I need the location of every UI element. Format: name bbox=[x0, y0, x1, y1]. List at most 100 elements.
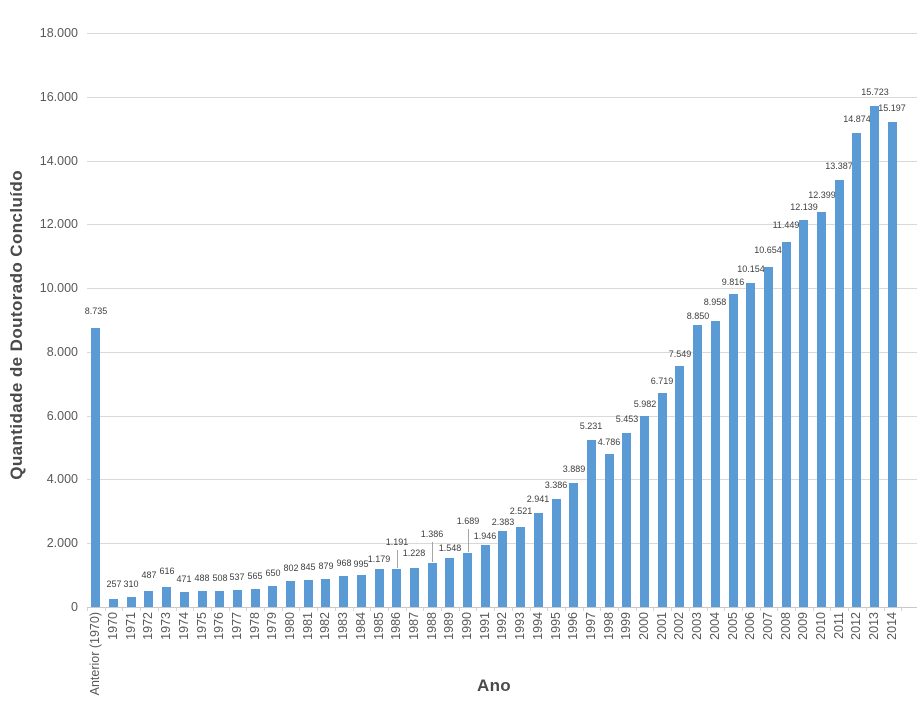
axis-tick bbox=[547, 608, 548, 611]
axis-tick bbox=[707, 608, 708, 611]
x-tick-label: 1983 bbox=[336, 612, 350, 640]
axis-tick bbox=[476, 608, 477, 611]
bar bbox=[799, 220, 808, 607]
x-tick-label: 2013 bbox=[867, 612, 881, 640]
bar bbox=[357, 575, 366, 607]
bar-value-label: 10.654 bbox=[754, 245, 782, 255]
bar-value-label: 508 bbox=[212, 573, 228, 583]
bar-value-label: 257 bbox=[106, 579, 122, 589]
y-tick-label: 14.000 bbox=[39, 154, 78, 168]
bar bbox=[675, 366, 684, 607]
bar-value-label: 565 bbox=[247, 571, 263, 581]
bar-value-label: 488 bbox=[194, 573, 210, 583]
bar-value-label: 1.548 bbox=[438, 543, 462, 553]
bar bbox=[445, 558, 454, 607]
label-leader-line bbox=[397, 550, 398, 568]
bar bbox=[180, 592, 189, 607]
axis-tick bbox=[264, 608, 265, 611]
bar bbox=[215, 591, 224, 607]
x-tick-label: 2010 bbox=[814, 612, 828, 640]
gridline bbox=[87, 97, 917, 98]
x-tick-label: 1971 bbox=[124, 612, 138, 640]
x-tick-label: 2005 bbox=[726, 612, 740, 640]
bar-value-label: 8.735 bbox=[84, 306, 108, 316]
bar-value-label: 15.197 bbox=[878, 103, 906, 113]
y-tick-label: 6.000 bbox=[46, 409, 78, 423]
axis-tick bbox=[583, 608, 584, 611]
gridline bbox=[87, 224, 917, 225]
axis-tick bbox=[423, 608, 424, 611]
bar-value-label: 616 bbox=[159, 566, 175, 576]
bar bbox=[569, 483, 578, 607]
bar-value-label: 2.521 bbox=[509, 506, 533, 516]
y-tick-label: 16.000 bbox=[39, 90, 78, 104]
x-tick-label: 2012 bbox=[849, 612, 863, 640]
bar bbox=[233, 590, 242, 607]
x-tick-label: 1989 bbox=[442, 612, 456, 640]
bar-value-label: 8.850 bbox=[686, 311, 710, 321]
axis-tick bbox=[512, 608, 513, 611]
axis-tick bbox=[317, 608, 318, 611]
bar bbox=[392, 569, 401, 607]
y-tick-label: 4.000 bbox=[46, 472, 78, 486]
axis-tick bbox=[884, 608, 885, 611]
axis-tick bbox=[565, 608, 566, 611]
bar bbox=[144, 591, 153, 607]
x-tick-label: 1972 bbox=[141, 612, 155, 640]
bar-value-label: 537 bbox=[229, 572, 245, 582]
bar bbox=[622, 433, 631, 607]
x-tick-label: 1978 bbox=[248, 612, 262, 640]
bar-value-label: 487 bbox=[141, 570, 157, 580]
axis-tick bbox=[530, 608, 531, 611]
bar bbox=[268, 586, 277, 607]
x-axis-line bbox=[87, 607, 917, 608]
bar bbox=[782, 242, 791, 607]
bar-value-label: 10.154 bbox=[737, 264, 765, 274]
bar bbox=[711, 321, 720, 607]
bar-value-label: 802 bbox=[283, 563, 299, 573]
bar bbox=[498, 531, 507, 607]
bar bbox=[481, 545, 490, 607]
x-tick-label: 1977 bbox=[230, 612, 244, 640]
axis-tick bbox=[848, 608, 849, 611]
x-tick-label: 2002 bbox=[672, 612, 686, 640]
x-tick-label: 1990 bbox=[460, 612, 474, 640]
gridline bbox=[87, 33, 917, 34]
x-tick-label: 1997 bbox=[584, 612, 598, 640]
bar-value-label: 968 bbox=[336, 558, 352, 568]
axis-tick bbox=[901, 608, 902, 611]
x-tick-label: 2007 bbox=[761, 612, 775, 640]
bar-value-label: 995 bbox=[353, 559, 369, 569]
axis-tick bbox=[122, 608, 123, 611]
axis-tick bbox=[866, 608, 867, 611]
gridline bbox=[87, 479, 917, 480]
bar-value-label: 3.889 bbox=[562, 464, 586, 474]
axis-tick bbox=[246, 608, 247, 611]
bar-value-label: 5.231 bbox=[579, 421, 603, 431]
bar bbox=[729, 294, 738, 607]
x-tick-label: 1994 bbox=[531, 612, 545, 640]
bar bbox=[516, 527, 525, 607]
axis-tick bbox=[353, 608, 354, 611]
x-tick-label: 1982 bbox=[318, 612, 332, 640]
axis-tick bbox=[777, 608, 778, 611]
x-tick-label: 1993 bbox=[513, 612, 527, 640]
bar bbox=[658, 393, 667, 607]
x-tick-label: 1970 bbox=[106, 612, 120, 640]
axis-tick bbox=[388, 608, 389, 611]
x-tick-label: 1973 bbox=[159, 612, 173, 640]
x-tick-label: 2001 bbox=[655, 612, 669, 640]
bar bbox=[817, 212, 826, 607]
axis-tick bbox=[406, 608, 407, 611]
y-tick-label: 2.000 bbox=[46, 536, 78, 550]
bar bbox=[286, 581, 295, 607]
x-tick-label: 1998 bbox=[602, 612, 616, 640]
bar bbox=[552, 499, 561, 607]
bar-value-label: 3.386 bbox=[544, 480, 568, 490]
bar-value-label: 5.453 bbox=[615, 414, 639, 424]
x-tick-label: 1991 bbox=[478, 612, 492, 640]
x-tick-label: 1976 bbox=[212, 612, 226, 640]
bar-value-label: 1.228 bbox=[402, 548, 426, 558]
